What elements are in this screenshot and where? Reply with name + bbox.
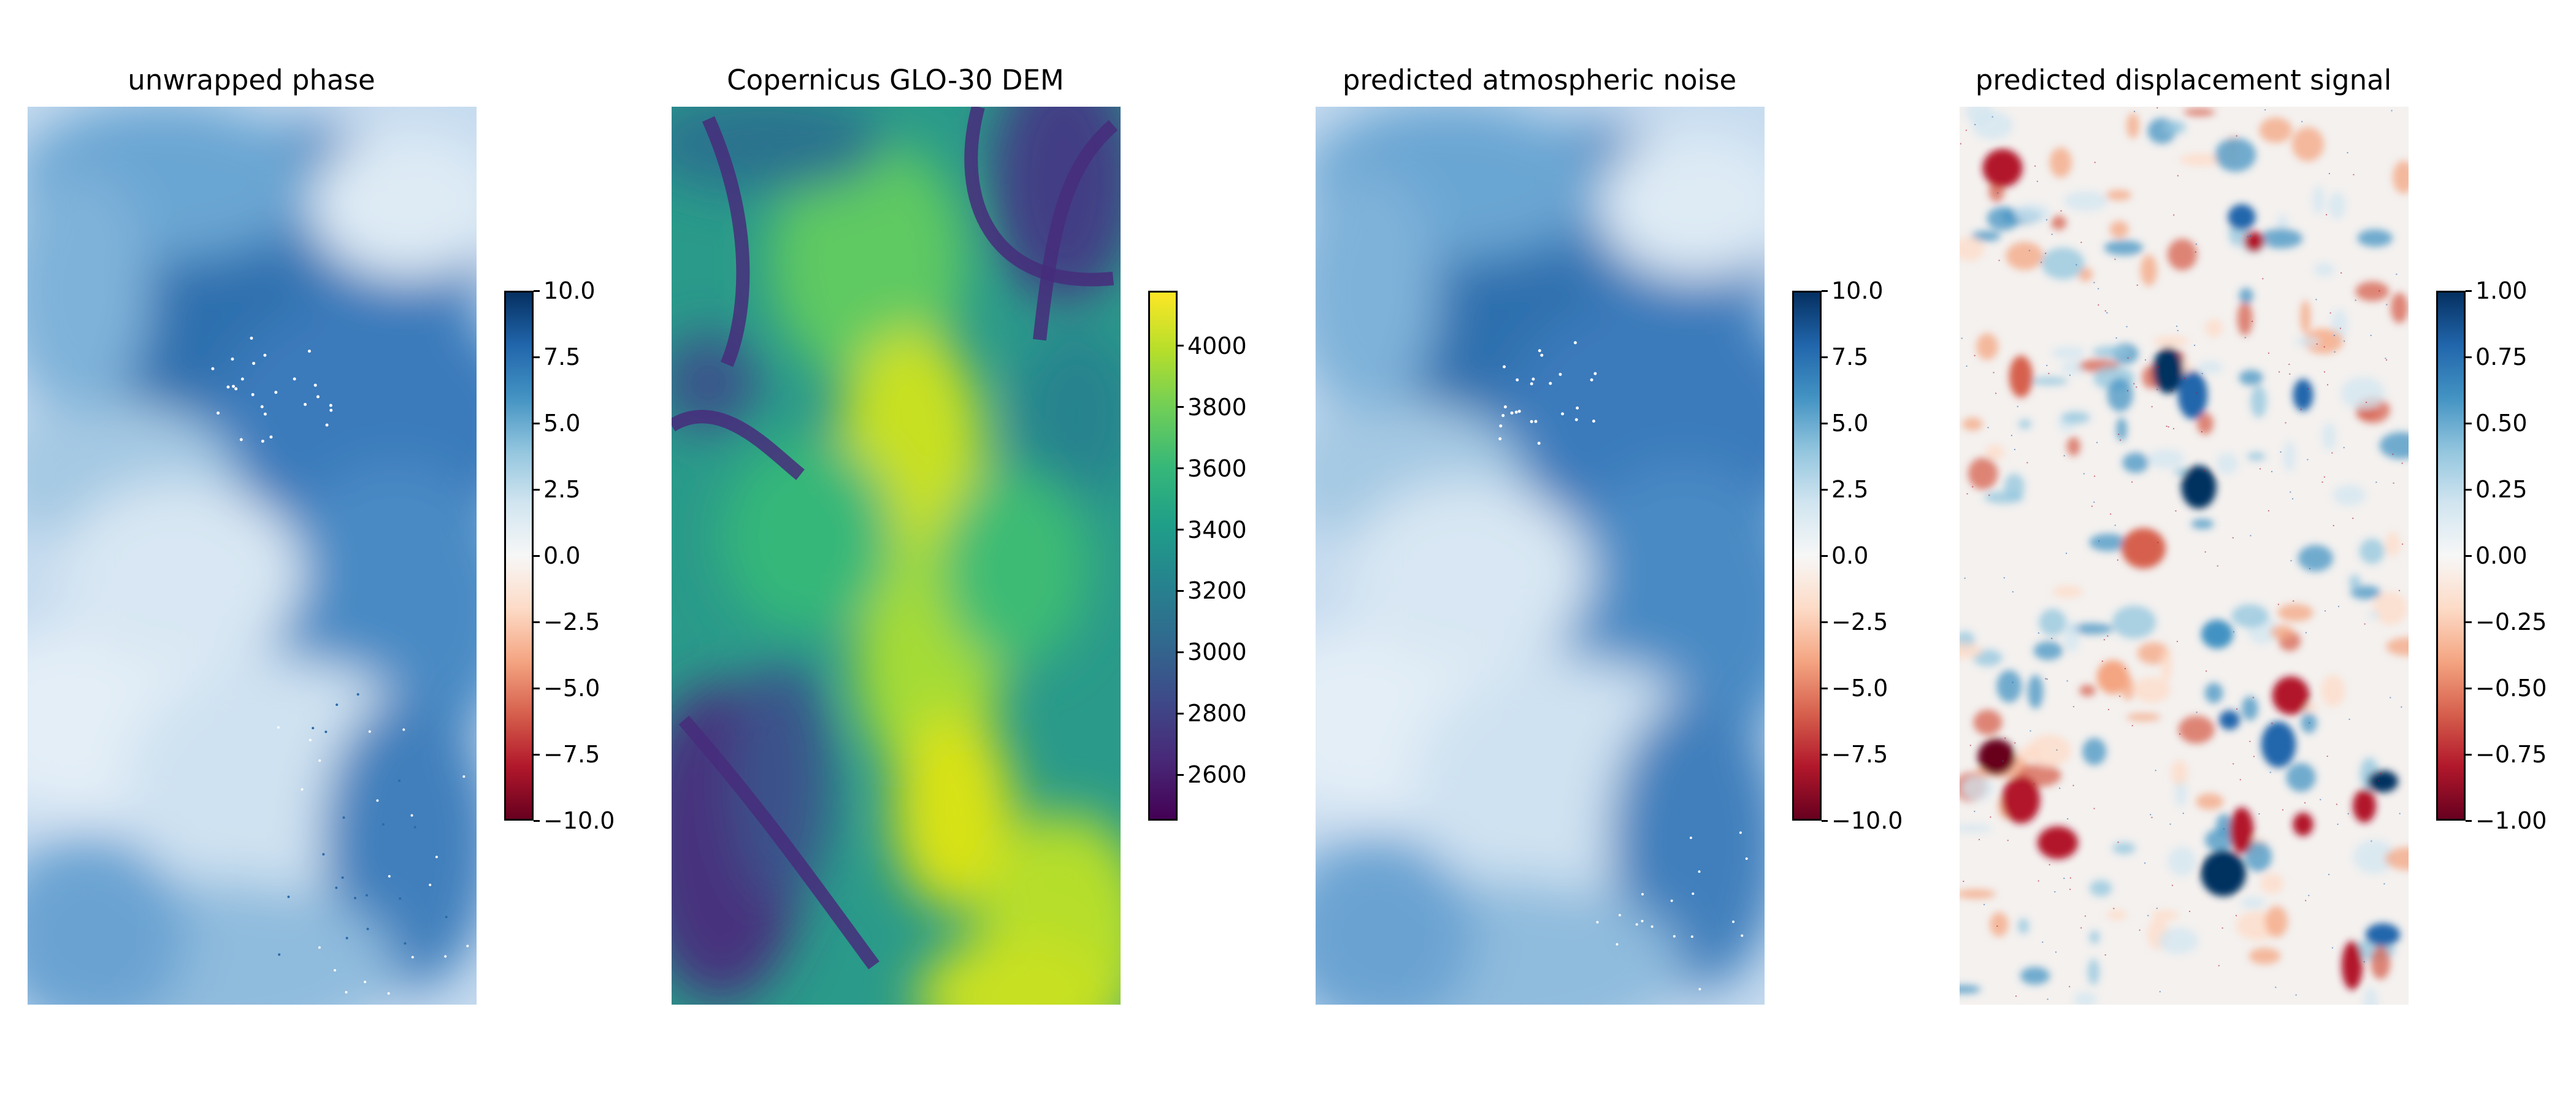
colorbar-tick — [1178, 345, 1184, 347]
panel-title: predicted displacement signal — [1975, 64, 2392, 96]
heatmap-image — [672, 107, 1121, 1005]
colorbar-tick-label: 3000 — [1187, 638, 1247, 666]
colorbar-tick-label: 5.0 — [543, 410, 581, 437]
panel-title: Copernicus GLO-30 DEM — [727, 64, 1064, 96]
colorbar — [1792, 291, 1822, 821]
heatmap-image — [1316, 107, 1765, 1005]
colorbar-tick-label: 3400 — [1187, 516, 1247, 543]
colorbar-tick — [1178, 651, 1184, 653]
colorbar-tick — [2466, 488, 2472, 491]
colorbar-tick-label: −0.25 — [2475, 608, 2547, 635]
panel-1: unwrapped phase 10.0 7.5 5.0 2.5 0.0 −2.5 −5.0 −… — [0, 0, 644, 1104]
colorbar-tick — [1822, 819, 1828, 822]
panel-2: Copernicus GLO-30 DEM 4000 3800 3600 3400 320… — [644, 0, 1288, 1104]
colorbar-tick — [1822, 753, 1828, 756]
panel-title: predicted atmospheric noise — [1342, 64, 1737, 96]
colorbar-tick-label: 0.0 — [1831, 542, 1869, 569]
colorbar-tick-label: 0.75 — [2475, 343, 2528, 370]
colorbar-tick-label: 2.5 — [543, 476, 581, 503]
panel-4: predicted displacement signal 1.00 0.75 0.5… — [1932, 0, 2576, 1104]
colorbar-tick — [1822, 621, 1828, 623]
colorbar-tick-label: −10.0 — [1831, 807, 1903, 834]
colorbar — [2436, 291, 2466, 821]
colorbar-tick — [1178, 406, 1184, 408]
colorbar-tick — [534, 289, 540, 292]
colorbar-tick-label: −2.5 — [1831, 608, 1888, 635]
colorbar-tick-label: −7.5 — [543, 741, 600, 768]
colorbar-tick-label: 4000 — [1187, 332, 1247, 359]
colorbar-tick-label: 0.0 — [543, 542, 581, 569]
colorbar-tick-label: −0.75 — [2475, 741, 2547, 768]
colorbar-tick-label: −1.00 — [2475, 807, 2547, 834]
colorbar-tick-label: 3600 — [1187, 454, 1247, 482]
colorbar-tick — [534, 819, 540, 822]
colorbar-tick — [2466, 554, 2472, 557]
colorbar-tick-label: 2800 — [1187, 700, 1247, 727]
colorbar-tick — [2466, 819, 2472, 822]
colorbar-tick — [1822, 488, 1828, 491]
heatmap-image — [28, 107, 477, 1005]
colorbar-tick — [2466, 356, 2472, 358]
colorbar-tick — [534, 554, 540, 557]
colorbar-tick — [1178, 467, 1184, 470]
colorbar-tick — [2466, 422, 2472, 424]
colorbar-tick — [1822, 687, 1828, 689]
colorbar-tick-label: 10.0 — [543, 277, 596, 304]
colorbar-tick — [1178, 773, 1184, 776]
colorbar-tick — [534, 356, 540, 358]
colorbar-tick-label: 0.50 — [2475, 410, 2528, 437]
colorbar-tick-label: −5.0 — [1831, 675, 1888, 702]
colorbar-tick-label: 2600 — [1187, 761, 1247, 789]
colorbar-tick — [1178, 712, 1184, 715]
colorbar-tick-label: 0.25 — [2475, 476, 2528, 503]
colorbar-tick-label: −10.0 — [543, 807, 615, 834]
colorbar-tick-label: 10.0 — [1831, 277, 1884, 304]
colorbar-tick — [534, 621, 540, 623]
colorbar-tick-label: 3800 — [1187, 393, 1247, 421]
colorbar-tick — [2466, 687, 2472, 689]
colorbar-tick — [2466, 621, 2472, 623]
colorbar-tick-label: 7.5 — [543, 343, 581, 370]
colorbar-tick-label: 1.00 — [2475, 277, 2528, 304]
colorbar-tick-label: 0.00 — [2475, 542, 2528, 569]
colorbar-tick — [534, 488, 540, 491]
heatmap-image — [1960, 107, 2409, 1005]
colorbar-tick-label: 2.5 — [1831, 476, 1869, 503]
colorbar-tick-label: 5.0 — [1831, 410, 1869, 437]
colorbar-tick — [1822, 422, 1828, 424]
colorbar-tick — [1178, 529, 1184, 531]
colorbar-tick-label: −2.5 — [543, 608, 600, 635]
colorbar — [1148, 291, 1178, 821]
colorbar-tick-label: 3200 — [1187, 577, 1247, 605]
colorbar-tick-label: −5.0 — [543, 675, 600, 702]
panel-3: predicted atmospheric noise 10.0 7.5 5.0 2.5… — [1288, 0, 1932, 1104]
heatmap-svg — [672, 107, 1121, 1005]
panel-title: unwrapped phase — [128, 64, 375, 96]
colorbar-tick — [534, 687, 540, 689]
colorbar-tick — [534, 753, 540, 756]
colorbar-tick — [2466, 753, 2472, 756]
colorbar-tick — [1178, 589, 1184, 592]
colorbar-tick — [1822, 289, 1828, 292]
colorbar-tick — [2466, 289, 2472, 292]
colorbar-tick-label: −0.50 — [2475, 675, 2547, 702]
colorbar-tick — [1822, 356, 1828, 358]
colorbar-tick — [1822, 554, 1828, 557]
colorbar-tick — [534, 422, 540, 424]
colorbar-tick-label: 7.5 — [1831, 343, 1869, 370]
colorbar-tick-label: −7.5 — [1831, 741, 1888, 768]
heatmap-svg — [1316, 107, 1765, 1005]
heatmap-svg — [1960, 107, 2409, 1005]
colorbar — [504, 291, 534, 821]
heatmap-svg — [28, 107, 477, 1005]
